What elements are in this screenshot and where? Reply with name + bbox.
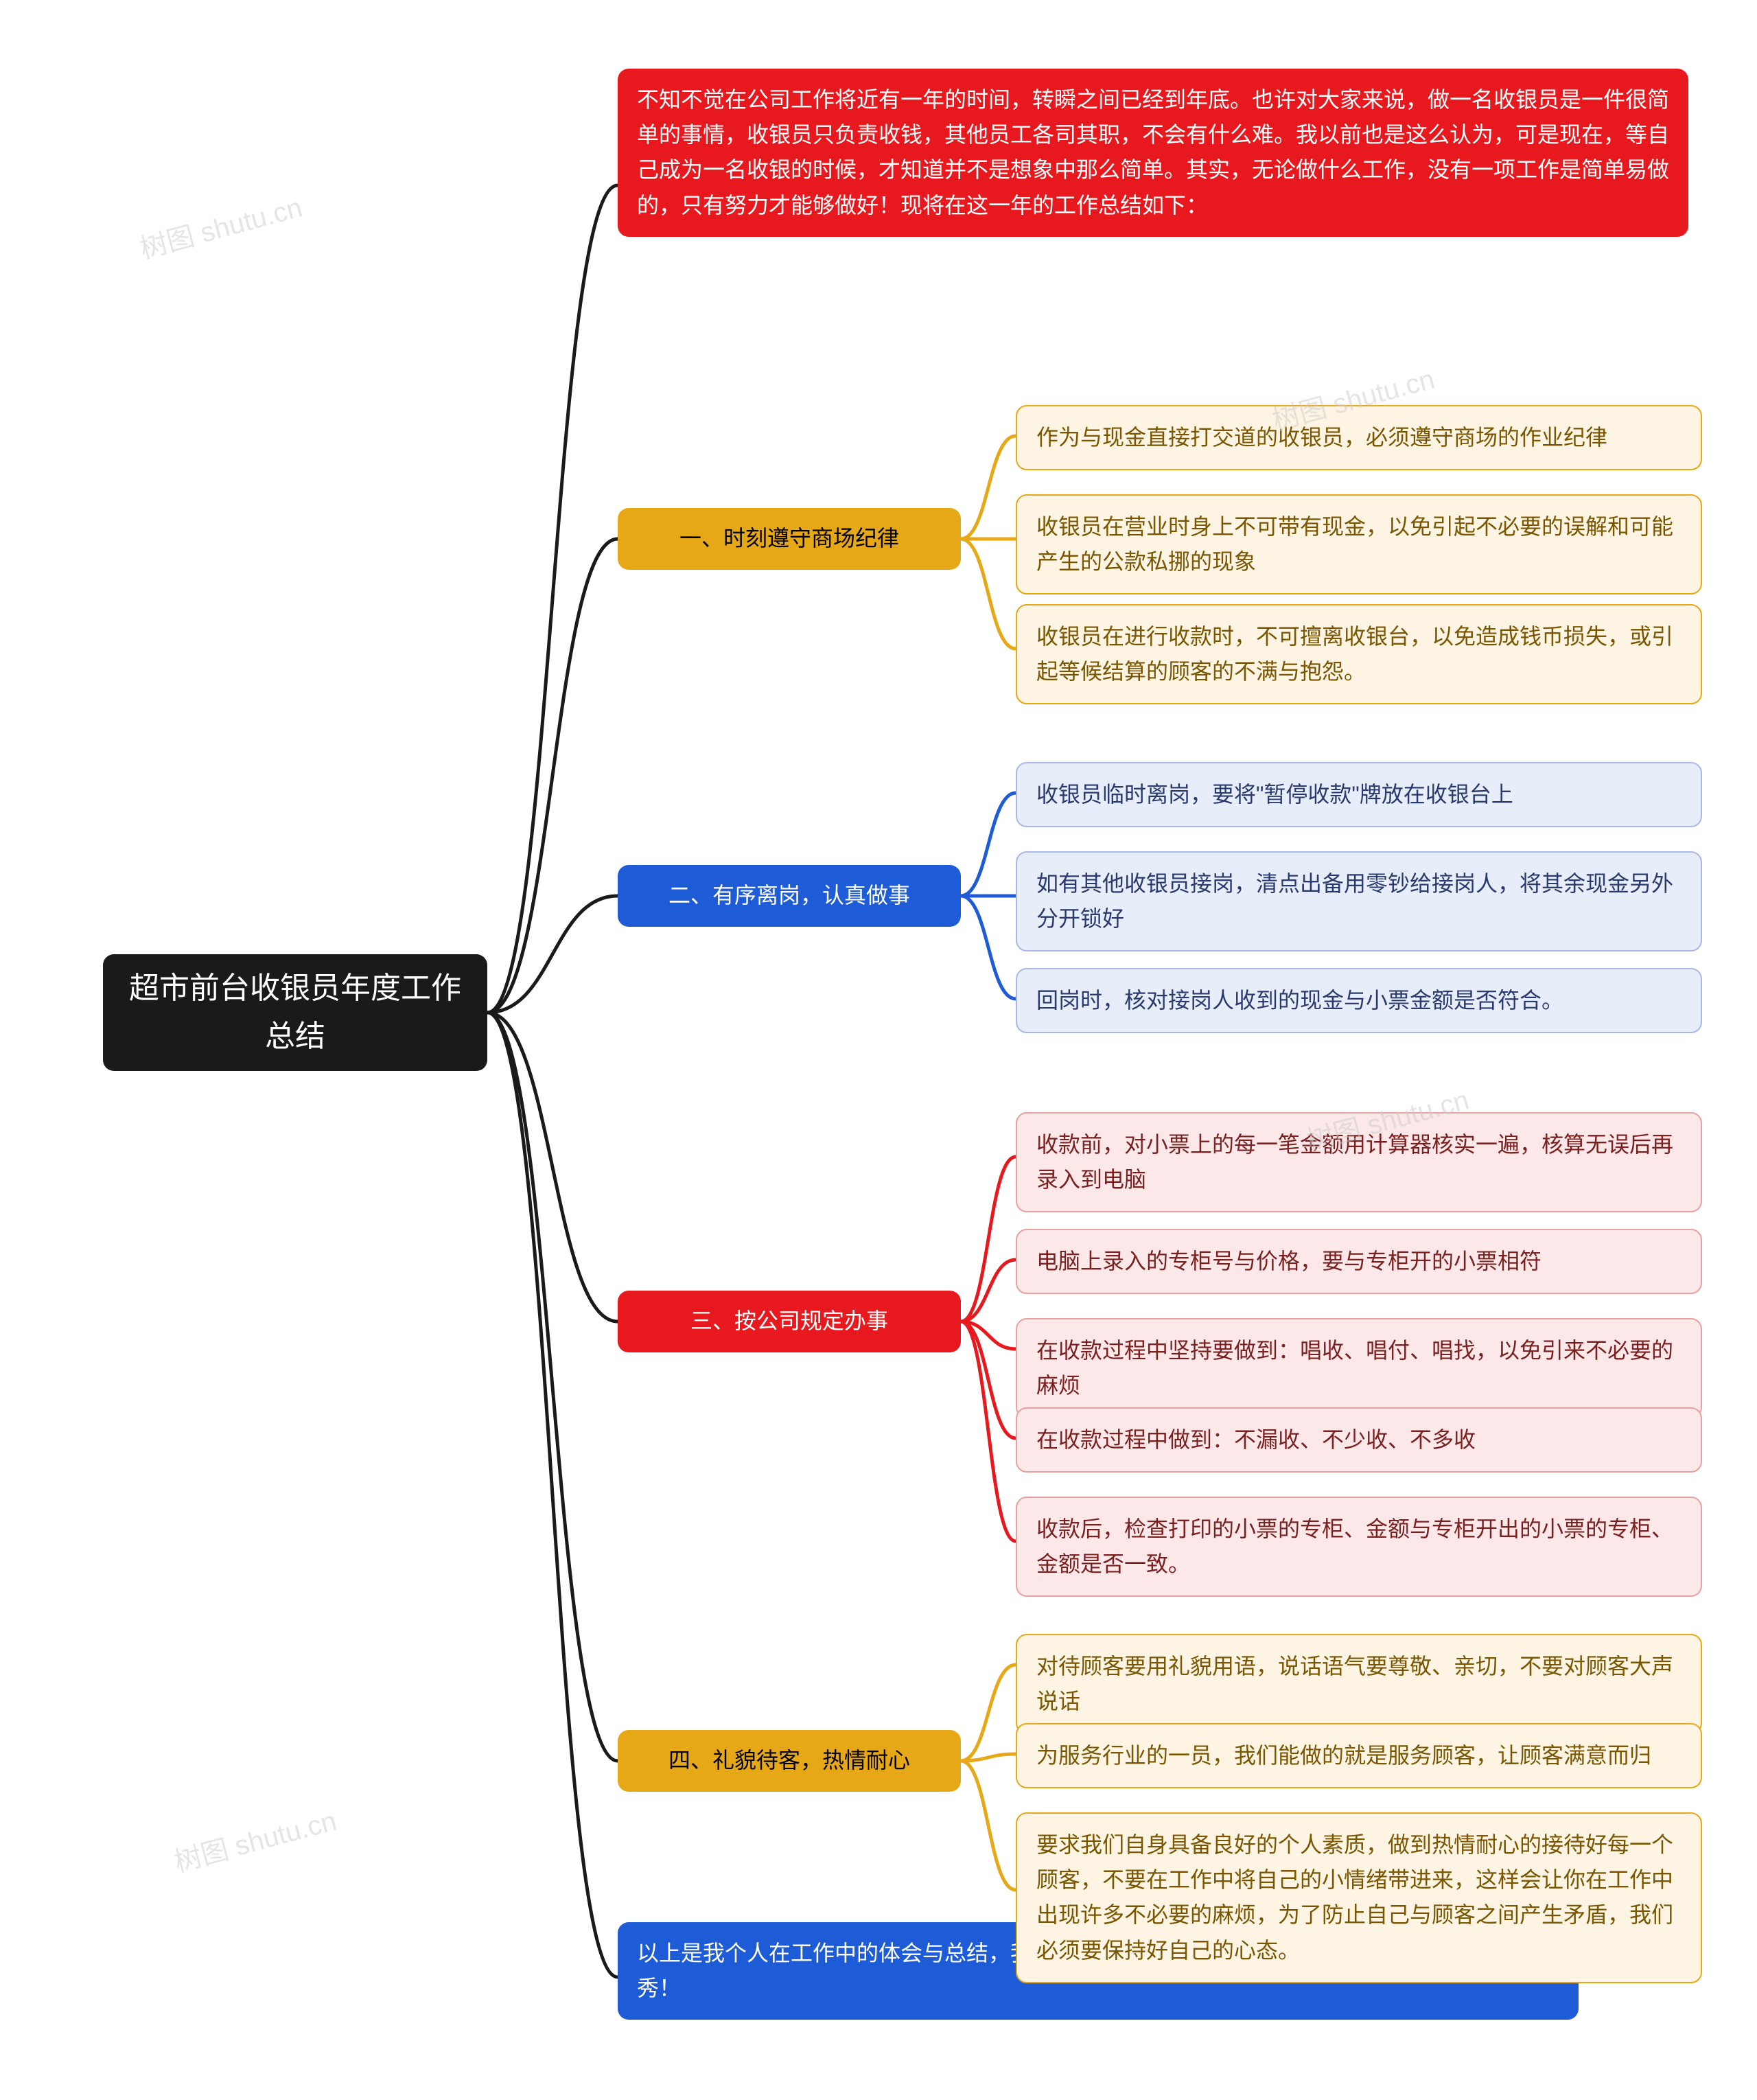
section-1-child-3: 收银员在进行收款时，不可擅离收银台，以免造成钱币损失，或引起等候结算的顾客的不满… [1016,604,1702,704]
section-3-child-1: 收款前，对小票上的每一笔金额用计算器核实一遍，核算无误后再录入到电脑 [1016,1112,1702,1212]
section-3-child-4: 在收款过程中做到：不漏收、不少收、不多收 [1016,1407,1702,1473]
section-4-child-2: 为服务行业的一员，我们能做的就是服务顾客，让顾客满意而归 [1016,1723,1702,1788]
watermark-4: 树图 shutu.cn [170,1799,340,1880]
section-2-child-3: 回岗时，核对接岗人收到的现金与小票金额是否符合。 [1016,968,1702,1033]
section-3-child-3: 在收款过程中坚持要做到：唱收、唱付、唱找，以免引来不必要的麻烦 [1016,1318,1702,1418]
section-3-child-5: 收款后，检查打印的小票的专柜、金额与专柜开出的小票的专柜、金额是否一致。 [1016,1497,1702,1597]
watermark-1: 树图 shutu.cn [135,185,306,267]
section-1-child-2: 收银员在营业时身上不可带有现金，以免引起不必要的误解和可能产生的公款私挪的现象 [1016,494,1702,595]
section-4-child-1: 对待顾客要用礼貌用语，说话语气要尊敬、亲切，不要对顾客大声说话 [1016,1634,1702,1734]
root-node: 超市前台收银员年度工作总结 [103,954,487,1071]
section-1-child-1: 作为与现金直接打交道的收银员，必须遵守商场的作业纪律 [1016,405,1702,470]
section-2-child-1: 收银员临时离岗，要将"暂停收款"牌放在收银台上 [1016,762,1702,827]
section-2-child-2: 如有其他收银员接岗，清点出备用零钞给接岗人，将其余现金另外分开锁好 [1016,851,1702,951]
section-1-title[interactable]: 一、时刻遵守商场纪律 [618,508,961,570]
section-4-child-3: 要求我们自身具备良好的个人素质，做到热情耐心的接待好每一个顾客，不要在工作中将自… [1016,1812,1702,1983]
intro-node: 不知不觉在公司工作将近有一年的时间，转瞬之间已经到年底。也许对大家来说，做一名收… [618,69,1688,237]
mindmap-canvas: 超市前台收银员年度工作总结 不知不觉在公司工作将近有一年的时间，转瞬之间已经到年底… [0,0,1757,2100]
section-3-title[interactable]: 三、按公司规定办事 [618,1291,961,1352]
section-4-title[interactable]: 四、礼貌待客，热情耐心 [618,1730,961,1792]
section-3-child-2: 电脑上录入的专柜号与价格，要与专柜开的小票相符 [1016,1229,1702,1294]
section-2-title[interactable]: 二、有序离岗，认真做事 [618,865,961,927]
